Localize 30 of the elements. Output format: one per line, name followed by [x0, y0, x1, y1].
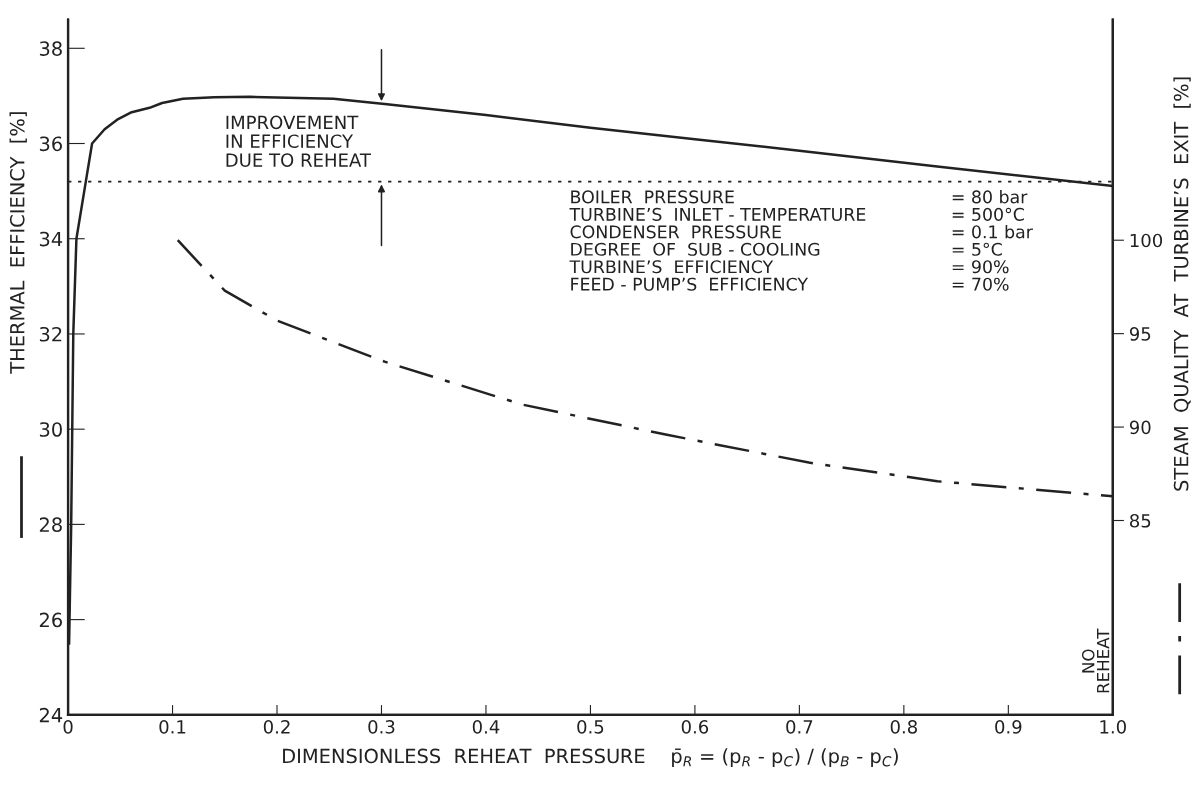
- annotation: IMPROVEMENT IN EFFICIENCY DUE TO REHEAT: [226, 115, 371, 167]
- y2-tick-label: 95: [1129, 327, 1151, 341]
- x-tick-label: 0.3: [368, 720, 395, 734]
- x-tick-label: 0.6: [681, 720, 709, 734]
- x-tick-label: 0.5: [577, 720, 604, 734]
- x-tick-label: 0.9: [995, 720, 1022, 734]
- x-tick-label: 0.4: [472, 720, 500, 734]
- y-tick-label: 28: [39, 517, 62, 533]
- y2-tick-label: 90: [1129, 420, 1151, 435]
- y2-tick-label: 100: [1130, 233, 1163, 248]
- x-tick-label: 0.8: [890, 720, 917, 734]
- y-tick-label: 34: [39, 231, 63, 247]
- text: DIMENSIONLESS REHEAT PRESSURE p̄$_{R}$ = (p$_{R}$ - p$_{C}$) / (p$_{B}$ - p$_{C}$): [283, 748, 898, 768]
- y-tick-label: 24: [39, 707, 63, 723]
- y-tick-label: 38: [39, 41, 62, 56]
- y-tick-label: 26: [39, 612, 62, 628]
- x-tick-label: 0.1: [159, 720, 186, 734]
- y-tick-label: 36: [39, 136, 62, 152]
- x-tick-label: 0.7: [786, 720, 813, 734]
- ref-line-label: NO REHEAT: [1081, 628, 1110, 693]
- y-tick-label: 32: [39, 326, 62, 342]
- annotation: = 80 bar = 500°C = 0.1 bar = 5°C = 90% = 70%: [952, 190, 1033, 291]
- x-tick-label: 0.2: [263, 720, 290, 734]
- y2-axis-title: STEAM QUALITY AT TURBINE’S EXIT [%]: [1173, 77, 1191, 491]
- y-axis-title: THERMAL EFFICIENCY [%]: [9, 112, 27, 374]
- annotation: BOILER PRESSURE TURBINE’S INLET - TEMPERATURE CONDENSER PRESSURE DEGREE OF SUB - COOLING TURBINE’S EFFICIENCY FEED - PUMP’S EFFICIENCY: [569, 190, 866, 291]
- x-tick-label: 0: [63, 720, 73, 734]
- x-tick-label: 1.0: [1100, 720, 1126, 734]
- y2-tick-label: 85: [1130, 513, 1151, 528]
- y-tick-label: 30: [39, 422, 62, 437]
